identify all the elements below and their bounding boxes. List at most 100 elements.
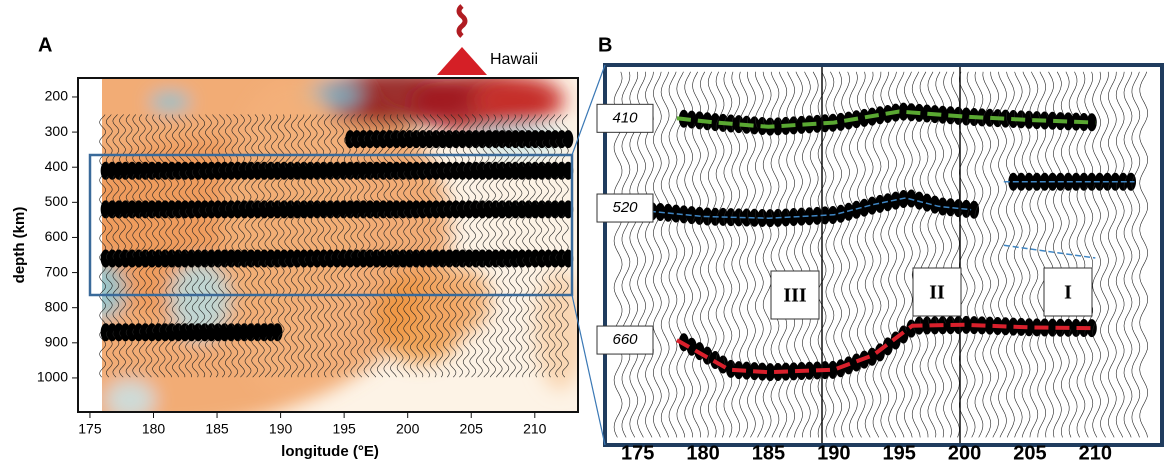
- wiggle-trace: [125, 114, 133, 378]
- wiggle-trace: [535, 114, 543, 378]
- wiggle-trace: [489, 114, 496, 378]
- wiggle-trace: [442, 114, 450, 378]
- x-tick-label: 180: [686, 442, 719, 464]
- wiggle-trace: [112, 114, 120, 378]
- y-tick-label: 800: [45, 298, 69, 314]
- x-tick-label: 175: [78, 421, 102, 437]
- y-tick-label: 500: [45, 193, 69, 209]
- wiggle-trace: [660, 71, 670, 438]
- wiggle-lobe: [1047, 111, 1058, 130]
- wiggle-lobe: [812, 114, 823, 133]
- wiggle-trace: [880, 71, 890, 438]
- x-tick-label: 205: [1013, 442, 1046, 464]
- wiggle-trace: [668, 71, 678, 438]
- wiggle-trace: [119, 114, 126, 378]
- wiggle-lobe: [796, 207, 807, 226]
- wiggle-trace: [99, 114, 107, 378]
- wiggle-lobe: [733, 208, 744, 227]
- wiggle-trace: [990, 71, 999, 438]
- wiggle-lobe: [827, 360, 838, 379]
- wiggle-lobe: [898, 102, 909, 121]
- y-tick-label: 900: [45, 334, 69, 350]
- wiggle-lobe: [710, 113, 721, 132]
- wiggle-trace: [676, 71, 686, 438]
- wiggle-trace: [974, 71, 984, 438]
- wiggle-trace: [872, 71, 882, 438]
- wiggle-trace: [903, 71, 913, 438]
- wiggle-trace: [1092, 71, 1101, 438]
- wiggle-lobe: [272, 323, 283, 342]
- wiggle-trace: [833, 71, 843, 438]
- wiggle-lobe: [945, 198, 956, 217]
- wiggle-trace: [1076, 71, 1086, 438]
- wiggle-lobe: [686, 110, 697, 129]
- wiggle-trace: [429, 114, 437, 378]
- y-tick-label: 1000: [37, 369, 68, 385]
- wiggle-lobe: [874, 194, 885, 213]
- x-tick-label: 190: [817, 442, 850, 464]
- wiggle-trace: [864, 71, 874, 438]
- wiggle-lobe: [961, 107, 972, 126]
- wiggle-trace: [528, 114, 536, 378]
- wiggle-trace: [324, 114, 331, 378]
- panel-label: A: [38, 34, 52, 56]
- discontinuity-line: [675, 322, 1096, 375]
- wiggle-lobe: [851, 200, 862, 219]
- wiggle-trace: [515, 114, 523, 378]
- x-tick-label: 195: [332, 421, 356, 437]
- wiggle-lobe: [922, 316, 933, 335]
- wiggle-trace: [982, 71, 992, 438]
- wiggle-lobe: [563, 130, 574, 149]
- x-tick-label: 200: [948, 442, 981, 464]
- wiggle-lobe: [1078, 172, 1089, 191]
- wiggle-lobe: [874, 106, 885, 125]
- wiggle-trace: [1013, 71, 1023, 438]
- wiggle-lobe: [1024, 172, 1035, 191]
- wiggle-trace: [396, 114, 404, 378]
- x-tick-label: 185: [752, 442, 785, 464]
- wiggle-lobe: [843, 202, 854, 221]
- wiggle-lobe: [1024, 318, 1035, 337]
- wiggle-lobe: [906, 189, 917, 208]
- wiggle-trace: [509, 114, 516, 378]
- wiggle-lobe: [741, 208, 752, 227]
- wiggle-trace: [297, 114, 305, 378]
- wiggle-lobe: [678, 205, 689, 224]
- wiggle-lobe: [835, 112, 846, 131]
- wiggle-lobe: [741, 361, 752, 380]
- wiggle-trace: [817, 71, 827, 438]
- wiggle-trace: [1029, 71, 1039, 438]
- panel-a: 175 180 185 190 195 200 205 210 200 300 400 500 600 7…: [37, 77, 579, 437]
- wiggle-trace: [888, 71, 898, 438]
- region-label-box: [770, 270, 820, 320]
- wiggle-lobe: [804, 361, 815, 380]
- zoom-box: [88, 153, 574, 297]
- wiggle-trace: [1053, 71, 1062, 438]
- wiggle-trace: [416, 114, 424, 378]
- discontinuity-line: [676, 109, 1096, 129]
- wiggle-lobe: [937, 105, 948, 124]
- wiggle-trace: [350, 114, 358, 378]
- wiggle-trace: [436, 114, 444, 378]
- wiggle-trace: [1005, 71, 1015, 438]
- wiggle-lobe: [796, 115, 807, 134]
- wiggle-trace: [370, 114, 377, 378]
- wiggle-trace: [376, 114, 384, 378]
- wiggle-lobe: [835, 204, 846, 223]
- wiggle-trace: [1139, 71, 1149, 438]
- wiggle-trace: [951, 71, 960, 438]
- wiggle-trace: [542, 114, 549, 378]
- wiggle-trace: [715, 71, 725, 438]
- wiggle-trace: [304, 114, 311, 378]
- x-tick-label: 180: [142, 421, 166, 437]
- wiggle-trace: [1107, 71, 1117, 438]
- wiggle-trace: [482, 114, 490, 378]
- y-tick-label: 400: [45, 158, 69, 174]
- wiggle-trace: [462, 114, 470, 378]
- wiggle-trace: [330, 114, 338, 378]
- wiggle-trace: [363, 114, 371, 378]
- wiggle-trace: [692, 71, 701, 438]
- wiggle-trace: [423, 114, 430, 378]
- section-plot: [78, 78, 578, 412]
